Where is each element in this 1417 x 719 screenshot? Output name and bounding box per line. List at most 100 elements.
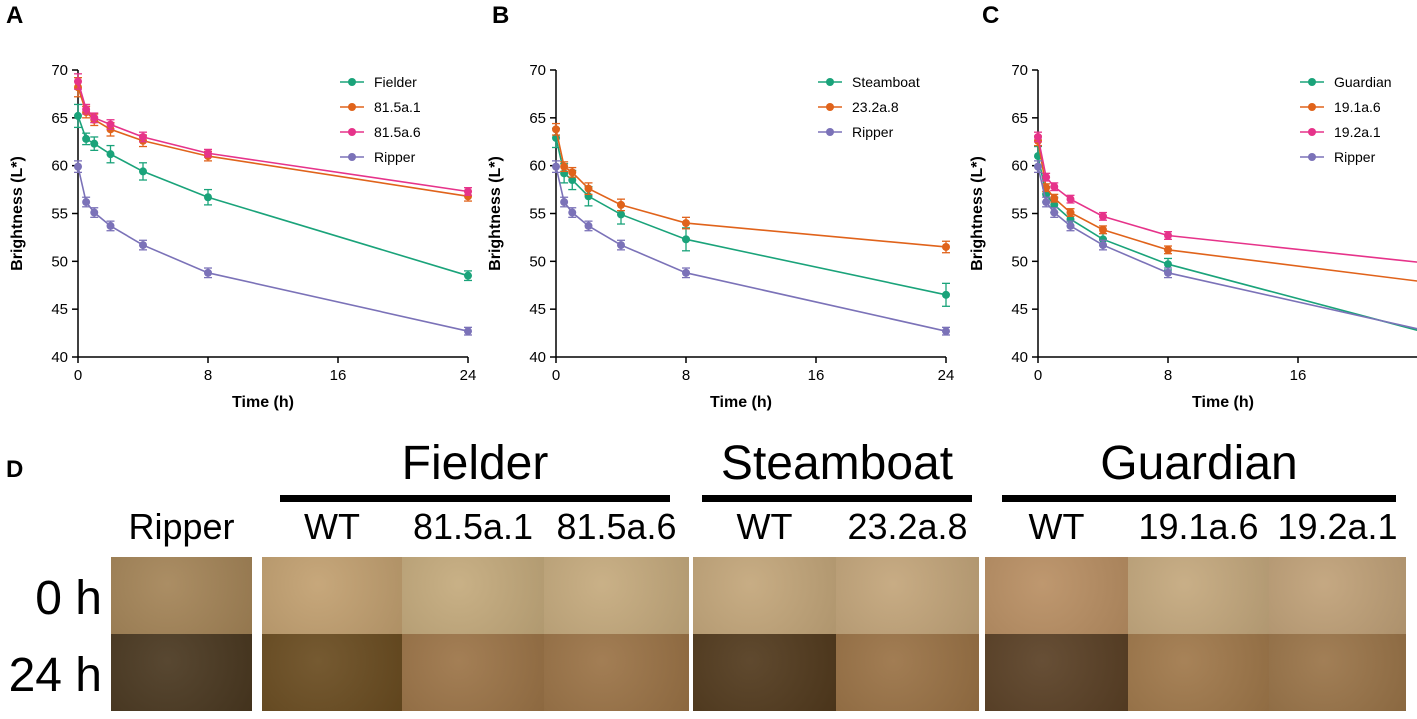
c1-x-axis-title: Time (h) — [710, 394, 772, 411]
c0-x-tick-label: 24 — [460, 367, 477, 384]
c0-y-tick-label: 70 — [51, 62, 68, 79]
sample-photo-swatch — [985, 557, 1128, 634]
c0-legend-marker — [348, 128, 356, 136]
sample-photo-swatch — [1269, 634, 1406, 711]
group-title-steamboat: Steamboat — [720, 437, 954, 490]
c0-y-tick-label: 45 — [51, 301, 68, 318]
c2-data-point — [1050, 194, 1059, 203]
c0-y-axis-title: Brightness (L*) — [9, 156, 26, 271]
c1-y-axis-title: Brightness (L*) — [487, 156, 504, 271]
c1-data-point — [584, 184, 593, 193]
c2-legend-label: Ripper — [1334, 149, 1376, 165]
c1-data-point — [942, 242, 950, 251]
c0-data-point — [82, 198, 91, 207]
c2-series-2 — [1034, 131, 1417, 263]
c0-legend-label: 81.5a.1 — [374, 99, 421, 115]
c1-data-point — [682, 268, 690, 277]
c2-x-tick-label: 16 — [1290, 367, 1307, 384]
c2-y-tick-label: 40 — [1011, 349, 1028, 366]
c1-y-tick-label: 40 — [529, 349, 546, 366]
c1-data-point — [568, 176, 577, 185]
c0-data-point — [74, 77, 82, 86]
c2-data-point — [1099, 225, 1107, 234]
c2-y-tick-label: 60 — [1011, 158, 1028, 175]
c2-data-point — [1050, 208, 1059, 217]
c2-data-point — [1164, 260, 1172, 269]
c0-legend-label: Ripper — [374, 149, 416, 165]
c2-series-1 — [1034, 135, 1417, 282]
c1-legend-label: 23.2a.8 — [852, 99, 899, 115]
c2-data-point — [1066, 195, 1075, 204]
c0-data-point — [82, 105, 91, 114]
c2-y-axis-title: Brightness (L*) — [969, 156, 986, 271]
c2-legend-marker — [1308, 103, 1316, 111]
c2-data-point — [1066, 221, 1075, 230]
c0-legend-marker — [348, 78, 356, 86]
c2-data-point — [1042, 173, 1051, 182]
c2-series-line — [1037, 166, 1417, 330]
c1-data-point — [568, 168, 577, 177]
c1-x-tick-label: 24 — [938, 367, 955, 384]
c1-legend-marker — [826, 78, 834, 86]
c0-data-point — [204, 193, 212, 202]
sample-photo-swatch — [1128, 634, 1269, 711]
c1-series-0 — [552, 127, 950, 307]
c2-data-point — [1034, 132, 1042, 141]
sample-photo-swatch — [836, 557, 979, 634]
chart-b: 40 45 50 55 60 65 70 0 8 16 24 Time (h) Brightness (… — [487, 62, 955, 411]
c1-data-point — [617, 210, 625, 219]
c1-series-line — [555, 166, 947, 332]
c0-x-tick-label: 16 — [330, 367, 347, 384]
c0-data-point — [139, 132, 147, 141]
c2-y-tick-label: 70 — [1011, 62, 1028, 79]
c0-data-point — [74, 111, 82, 120]
c0-data-point — [106, 120, 115, 129]
c0-data-point — [204, 268, 212, 277]
sample-photo-swatch — [111, 557, 252, 634]
c0-y-tick-label: 60 — [51, 158, 68, 175]
c1-data-point — [942, 290, 950, 299]
c2-data-point — [1099, 212, 1107, 221]
c1-x-tick-label: 16 — [808, 367, 825, 384]
c0-data-point — [464, 271, 472, 280]
column-label: WT — [1028, 506, 1085, 547]
c0-data-point — [106, 150, 115, 159]
c2-x-tick-label: 0 — [1034, 367, 1042, 384]
c1-data-point — [552, 162, 560, 171]
sample-photo-swatch — [262, 634, 402, 711]
row-label: 0 h — [35, 572, 102, 625]
c0-data-point — [90, 208, 99, 217]
column-label: 81.5a.1 — [412, 506, 534, 547]
sample-photo-swatch — [111, 634, 252, 711]
column-label: 19.1a.6 — [1138, 506, 1259, 547]
sample-photo-swatch — [402, 634, 544, 711]
c2-data-point — [1066, 208, 1075, 217]
c0-data-point — [139, 167, 147, 176]
c0-data-point — [464, 327, 472, 336]
c2-legend-marker — [1308, 78, 1316, 86]
c1-data-point — [617, 241, 625, 250]
c1-data-point — [617, 200, 625, 209]
c0-x-tick-label: 0 — [74, 367, 82, 384]
c0-data-point — [106, 221, 115, 230]
c2-data-point — [1050, 182, 1059, 191]
c2-y-tick-label: 65 — [1011, 110, 1028, 127]
c2-data-point — [1042, 183, 1051, 192]
sample-photo-swatch — [544, 634, 689, 711]
c0-data-point — [204, 149, 212, 158]
c1-y-tick-label: 60 — [529, 158, 546, 175]
c1-data-point — [682, 235, 690, 244]
c1-legend-label: Ripper — [852, 124, 894, 140]
c2-series-line — [1037, 155, 1417, 331]
c0-legend-marker — [348, 153, 356, 161]
c0-x-tick-label: 8 — [204, 367, 212, 384]
c0-legend-label: Fielder — [374, 74, 417, 90]
c2-data-point — [1164, 231, 1172, 240]
c1-y-tick-label: 55 — [529, 206, 546, 223]
c2-data-point — [1034, 162, 1042, 171]
c0-data-point — [82, 134, 91, 143]
c0-legend-marker — [348, 103, 356, 111]
group-rule-fielder — [280, 495, 670, 502]
c1-data-point — [942, 327, 950, 336]
